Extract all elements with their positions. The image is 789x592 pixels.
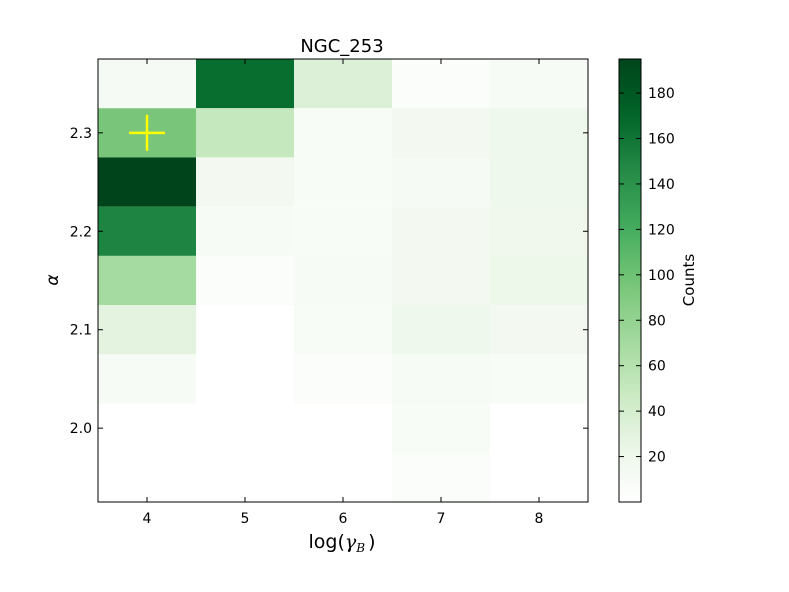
colorbar-tick-label: 120 — [648, 222, 675, 238]
heatmap-cell — [196, 354, 294, 404]
heatmap-cell — [294, 206, 392, 256]
heatmap-cell — [98, 354, 196, 404]
y-tick-label: 2.3 — [70, 126, 92, 142]
heatmap-cell — [294, 157, 392, 207]
colorbar-label: Counts — [680, 254, 698, 307]
heatmap-cell — [490, 108, 588, 158]
heatmap-cell — [196, 59, 294, 109]
colorbar-tick-label: 80 — [648, 313, 666, 329]
heatmap-cell — [490, 354, 588, 404]
heatmap-cell — [490, 255, 588, 306]
chart-title: NGC_253 — [300, 36, 383, 57]
heatmap-cell — [490, 305, 588, 355]
heatmap-cell — [294, 452, 392, 502]
heatmap-cell — [490, 403, 588, 453]
colorbar-tick-label: 20 — [648, 450, 666, 466]
heatmap-cell — [196, 403, 294, 453]
heatmap-cells — [98, 59, 588, 502]
heatmap-cell — [294, 403, 392, 453]
heatmap-cell — [490, 157, 588, 207]
heatmap-cell — [490, 59, 588, 109]
heatmap-cell — [392, 255, 490, 306]
colorbar-tick-label: 180 — [648, 86, 675, 102]
colorbar — [618, 58, 642, 503]
heatmap-cell — [98, 305, 196, 355]
heatmap-cell — [196, 157, 294, 207]
y-tick-label: 2.2 — [70, 224, 92, 240]
heatmap-cell — [98, 206, 196, 256]
heatmap-cell — [196, 255, 294, 306]
x-tick-label: 6 — [339, 511, 348, 527]
heatmap-cell — [392, 354, 490, 404]
heatmap-cell — [196, 108, 294, 158]
y-axis-label: α — [43, 274, 63, 285]
heatmap-cell — [392, 452, 490, 502]
y-tick-label: 2.0 — [70, 421, 92, 437]
x-axis-ticks: 4 5 6 7 8 — [143, 59, 544, 527]
colorbar-tick-label: 160 — [648, 132, 675, 148]
heatmap-cell — [98, 157, 196, 207]
heatmap-cell — [392, 403, 490, 453]
heatmap-cell — [98, 255, 196, 306]
y-axis-ticks: 2.0 2.1 2.2 2.3 — [70, 126, 588, 437]
colorbar-tick-label: 60 — [648, 359, 666, 375]
heatmap-cell — [196, 452, 294, 502]
x-tick-label: 4 — [143, 511, 152, 527]
colorbar-tick-label: 140 — [648, 177, 675, 193]
x-axis-label: log(γB) — [309, 531, 376, 555]
heatmap-cell — [490, 452, 588, 502]
x-tick-label: 7 — [437, 511, 446, 527]
heatmap-cell — [196, 305, 294, 355]
heatmap-cell — [294, 305, 392, 355]
x-tick-label: 8 — [535, 511, 544, 527]
heatmap-cell — [392, 206, 490, 256]
colorbar-ticks: 20 40 60 80 100 120 140 160 180 — [619, 86, 675, 466]
heatmap-cell — [294, 354, 392, 404]
heatmap-cell — [98, 452, 196, 502]
heatmap-cell — [98, 403, 196, 453]
heatmap-cell — [392, 108, 490, 158]
x-tick-label: 5 — [241, 511, 250, 527]
heatmap-cell — [392, 305, 490, 355]
heatmap-cell — [196, 206, 294, 256]
colorbar-tick-label: 40 — [648, 404, 666, 420]
heatmap-cell — [294, 255, 392, 306]
heatmap-cell — [490, 206, 588, 256]
heatmap-cell — [294, 59, 392, 109]
heatmap-cell — [392, 59, 490, 109]
best-fit-marker — [129, 114, 165, 151]
y-tick-label: 2.1 — [70, 323, 92, 339]
heatmap-cell — [98, 59, 196, 109]
colorbar-tick-label: 100 — [648, 268, 675, 284]
heatmap-cell — [294, 108, 392, 158]
heatmap-cell — [392, 157, 490, 207]
